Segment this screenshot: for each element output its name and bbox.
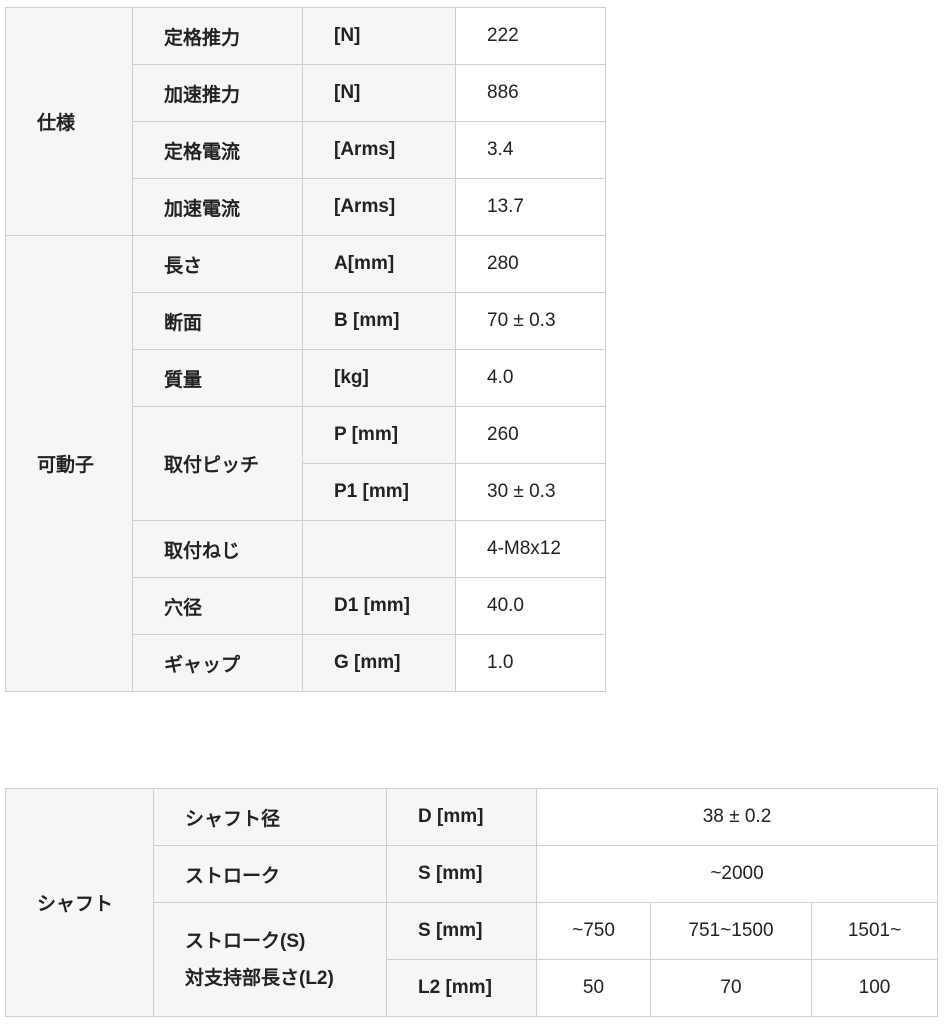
unit-label: B [mm] <box>302 292 456 350</box>
value-cell: 260 <box>455 406 606 464</box>
item-label: 加速電流 <box>132 178 303 236</box>
value-cell: 70 ± 0.3 <box>455 292 606 350</box>
item-label-line2: 対支持部長さ(L2) <box>185 967 334 989</box>
value-cell: 1501~ <box>810 902 939 960</box>
table-row: 取付ねじ 4-M8x12 <box>6 520 606 578</box>
item-label: 加速推力 <box>132 64 303 122</box>
table-row: 質量 [kg] 4.0 <box>6 349 606 407</box>
value-cell: ~2000 <box>535 845 939 903</box>
unit-label: D [mm] <box>386 788 537 846</box>
item-label: ギャップ <box>132 634 303 692</box>
value-cell: 70 <box>650 959 812 1017</box>
item-label: 定格推力 <box>132 7 303 65</box>
table-row: ギャップ G [mm] 1.0 <box>6 634 606 692</box>
item-label: 穴径 <box>132 577 303 635</box>
item-label: 長さ <box>132 235 303 293</box>
unit-label: G [mm] <box>302 634 456 692</box>
value-cell: 100 <box>810 959 939 1017</box>
unit-label: [Arms] <box>302 178 456 236</box>
value-cell: 222 <box>455 7 606 65</box>
value-cell: 4-M8x12 <box>455 520 606 578</box>
spec-table: 仕様 定格推力 [N] 222 加速推力 [N] 886 定格電流 [Arms] 3.4 加速… <box>5 7 606 692</box>
unit-label <box>302 520 456 578</box>
group-label: シャフト <box>5 788 154 1017</box>
table-row: P1 [mm] 30 ± 0.3 <box>6 463 606 521</box>
item-label: ストローク <box>153 845 387 903</box>
table-row: 加速電流 [Arms] 13.7 <box>6 178 606 236</box>
value-cell: 30 ± 0.3 <box>455 463 606 521</box>
table-row: ストローク(S) 対支持部長さ(L2) S [mm] ~750 751~1500 1501… <box>6 902 939 1017</box>
group-label: 可動子 <box>5 235 133 692</box>
unit-label: [Arms] <box>302 121 456 179</box>
unit-label: [kg] <box>302 349 456 407</box>
item-label: 断面 <box>132 292 303 350</box>
item-label: ストローク(S) 対支持部長さ(L2) <box>153 902 387 1017</box>
item-label: 取付ピッチ <box>132 406 303 521</box>
unit-label: [N] <box>302 64 456 122</box>
value-cell: 3.4 <box>455 121 606 179</box>
table-row: ストローク S [mm] ~2000 <box>6 845 939 903</box>
table-row: 加速推力 [N] 886 <box>6 64 606 122</box>
unit-label: [N] <box>302 7 456 65</box>
value-cell: 280 <box>455 235 606 293</box>
table-row: 穴径 D1 [mm] 40.0 <box>6 577 606 635</box>
unit-label: P [mm] <box>302 406 456 464</box>
value-cell: 1.0 <box>455 634 606 692</box>
group-label: 仕様 <box>5 7 133 236</box>
table-row: 定格電流 [Arms] 3.4 <box>6 121 606 179</box>
value-cell: 40.0 <box>455 577 606 635</box>
item-label: 取付ねじ <box>132 520 303 578</box>
value-cell: 50 <box>536 959 651 1017</box>
item-label: 質量 <box>132 349 303 407</box>
item-label: シャフト径 <box>153 788 387 846</box>
item-label: 定格電流 <box>132 121 303 179</box>
unit-label: S [mm] <box>386 845 537 903</box>
unit-label: A[mm] <box>302 235 456 293</box>
unit-label: P1 [mm] <box>302 463 456 521</box>
table-row: 取付ピッチ P [mm] 260 <box>6 406 606 521</box>
value-cell: 886 <box>455 64 606 122</box>
item-label-line1: ストローク(S) <box>185 930 306 952</box>
table-row: 仕様 定格推力 [N] 222 <box>5 7 606 236</box>
unit-label: D1 [mm] <box>302 577 456 635</box>
value-cell: 4.0 <box>455 349 606 407</box>
value-cell: 751~1500 <box>650 902 812 960</box>
shaft-table: シャフト シャフト径 D [mm] 38 ± 0.2 ストローク S [mm] ~2000… <box>5 788 939 1017</box>
unit-label: S [mm] <box>386 902 537 960</box>
table-row: シャフト シャフト径 D [mm] 38 ± 0.2 <box>5 788 939 1017</box>
table-row: 可動子 長さ A[mm] 280 <box>5 235 606 692</box>
table-row: L2 [mm] 50 70 100 <box>6 959 939 1017</box>
value-cell: 38 ± 0.2 <box>535 788 939 846</box>
value-cell: 13.7 <box>455 178 606 236</box>
value-cell: ~750 <box>536 902 651 960</box>
table-row: 断面 B [mm] 70 ± 0.3 <box>6 292 606 350</box>
unit-label: L2 [mm] <box>386 959 537 1017</box>
